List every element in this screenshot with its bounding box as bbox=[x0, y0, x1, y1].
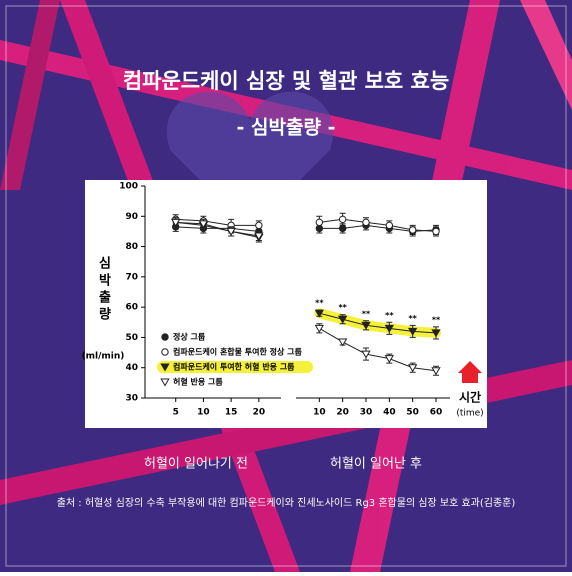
significance: ** bbox=[432, 315, 441, 324]
legend-marker bbox=[161, 333, 169, 341]
x-tick-label: 20 bbox=[336, 408, 349, 418]
y-tick-label: 50 bbox=[125, 333, 138, 343]
source: 출처 : 허혈성 심장의 수축 부작용에 대한 컴파운드케이와 진세노사이드 R… bbox=[57, 496, 516, 509]
marker bbox=[361, 350, 371, 359]
legend-label: 컴파운드케이 혼합물 투여한 정상 그룹 bbox=[173, 347, 303, 357]
marker bbox=[314, 309, 325, 318]
marker bbox=[254, 232, 264, 241]
y-tick-label: 60 bbox=[125, 303, 138, 313]
x-tick-label: 5 bbox=[173, 408, 179, 418]
marker bbox=[226, 227, 236, 236]
y-axis-label: 심박출량 bbox=[96, 255, 111, 324]
x-tick-label: 15 bbox=[225, 408, 238, 418]
marker bbox=[314, 324, 325, 333]
legend-label: 허혈 반응 그룹 bbox=[173, 377, 223, 387]
plot: 30 40 50 60 70 80 90 100 5 10 15 20 10 20 30 40 50 60 심박출량… bbox=[82, 182, 484, 419]
series-line bbox=[175, 221, 259, 238]
title: 컴파운드케이 심장 및 혈관 보호 효능 bbox=[123, 69, 449, 93]
subtitle: - 심박출량 - bbox=[237, 117, 336, 139]
significance: ** bbox=[408, 314, 417, 323]
marker bbox=[255, 221, 263, 230]
marker bbox=[338, 215, 347, 224]
series-line bbox=[319, 224, 437, 232]
x-tick-label: 20 bbox=[253, 408, 266, 418]
marker bbox=[431, 329, 441, 338]
marker bbox=[198, 220, 209, 229]
marker bbox=[362, 218, 370, 227]
marker bbox=[408, 226, 417, 234]
y-tick-label: 40 bbox=[125, 363, 138, 373]
marker bbox=[171, 218, 181, 227]
time-label-en: (time) bbox=[456, 409, 483, 419]
legend-label: 컴파운드케이 투여한 허혈 반응 그룹 bbox=[173, 362, 295, 372]
chart-box bbox=[85, 180, 487, 428]
significance: ** bbox=[315, 299, 324, 308]
significance: ** bbox=[338, 303, 347, 312]
marker bbox=[432, 227, 440, 236]
y-axis-unit: (ml/min) bbox=[82, 352, 125, 362]
legend-highlight bbox=[157, 361, 313, 373]
marker bbox=[384, 355, 395, 364]
y-tick-label: 90 bbox=[125, 212, 138, 222]
frame bbox=[5, 5, 567, 567]
legend-marker bbox=[160, 363, 170, 372]
significance: ** bbox=[362, 309, 371, 318]
marker bbox=[385, 221, 394, 230]
series-line bbox=[319, 218, 437, 232]
x-tick-label: 10 bbox=[197, 408, 210, 418]
x-tick-label: 60 bbox=[430, 408, 443, 418]
legend-marker bbox=[160, 378, 170, 387]
legend-label: 정상 그룹 bbox=[173, 332, 206, 342]
marker bbox=[338, 224, 347, 233]
y-tick-label: 100 bbox=[119, 182, 138, 192]
marker bbox=[431, 367, 441, 376]
series-line bbox=[319, 312, 437, 334]
series-line bbox=[175, 221, 259, 237]
x-tick-label: 50 bbox=[406, 408, 419, 418]
marker bbox=[315, 218, 324, 227]
period-label: 허혈이 일어나기 전 bbox=[144, 457, 248, 472]
x-tick-label: 40 bbox=[383, 408, 396, 418]
x-tick-label: 30 bbox=[360, 408, 373, 418]
time-label: 시간 bbox=[459, 390, 481, 405]
x-tick-label: 10 bbox=[313, 408, 326, 418]
marker bbox=[407, 364, 418, 373]
marker bbox=[337, 338, 348, 347]
legend-marker bbox=[161, 348, 169, 356]
heart-icon bbox=[166, 91, 334, 231]
series-line bbox=[175, 218, 259, 226]
significance: ** bbox=[385, 311, 394, 320]
marker bbox=[361, 321, 371, 330]
y-tick-label: 70 bbox=[125, 272, 138, 282]
y-tick-label: 80 bbox=[125, 242, 138, 252]
y-tick-label: 30 bbox=[125, 394, 138, 404]
marker bbox=[384, 324, 395, 333]
period-label: 허혈이 일어난 후 bbox=[330, 457, 422, 472]
marker bbox=[407, 327, 418, 336]
time-arrow bbox=[458, 361, 482, 383]
marker bbox=[337, 315, 348, 324]
